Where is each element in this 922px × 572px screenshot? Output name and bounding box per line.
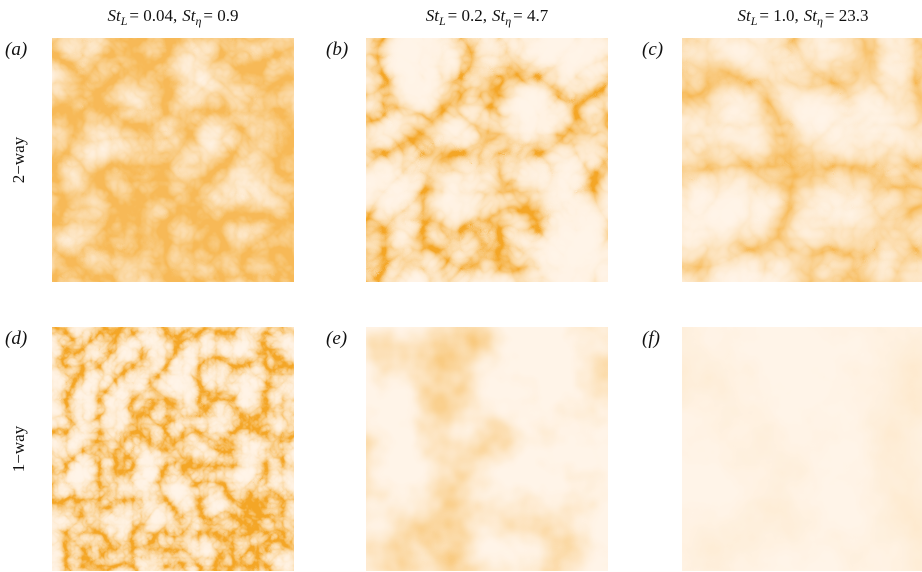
concentration-field [682,327,922,571]
concentration-field [52,38,294,282]
panel-label: (b) [326,39,348,60]
subscript: L [438,14,446,28]
panel-label: (f) [642,328,660,349]
concentration-field [366,38,608,282]
panel-label: (a) [5,39,27,60]
subscript: η [817,14,823,28]
panel-label: (e) [326,328,347,349]
value: = 0.9 [203,6,238,25]
value: = 1.0, [759,6,798,25]
subscript: L [750,14,758,28]
value: = 0.2, [448,6,487,25]
subscript: L [120,14,128,28]
concentration-field [682,38,922,282]
subscript: η [505,14,511,28]
concentration-field [52,327,294,571]
value: = 23.3 [825,6,869,25]
panel-label: (d) [5,328,27,349]
panel-label: (c) [642,39,663,60]
concentration-field [366,327,608,571]
subscript: η [195,14,201,28]
column-title: StL= 0.2,Stη= 4.7 [426,6,549,28]
column-title: StL= 0.04,Stη= 0.9 [107,6,238,28]
column-title: StL= 1.0,Stη= 23.3 [737,6,868,28]
row-label: 2−way [9,136,28,183]
row-label: 1−way [9,425,28,472]
figure: StL= 0.04,Stη= 0.9 StL= 0.2,Stη= 4.7 StL= … [0,0,922,572]
value: = 4.7 [513,6,549,25]
value: = 0.04, [129,6,177,25]
